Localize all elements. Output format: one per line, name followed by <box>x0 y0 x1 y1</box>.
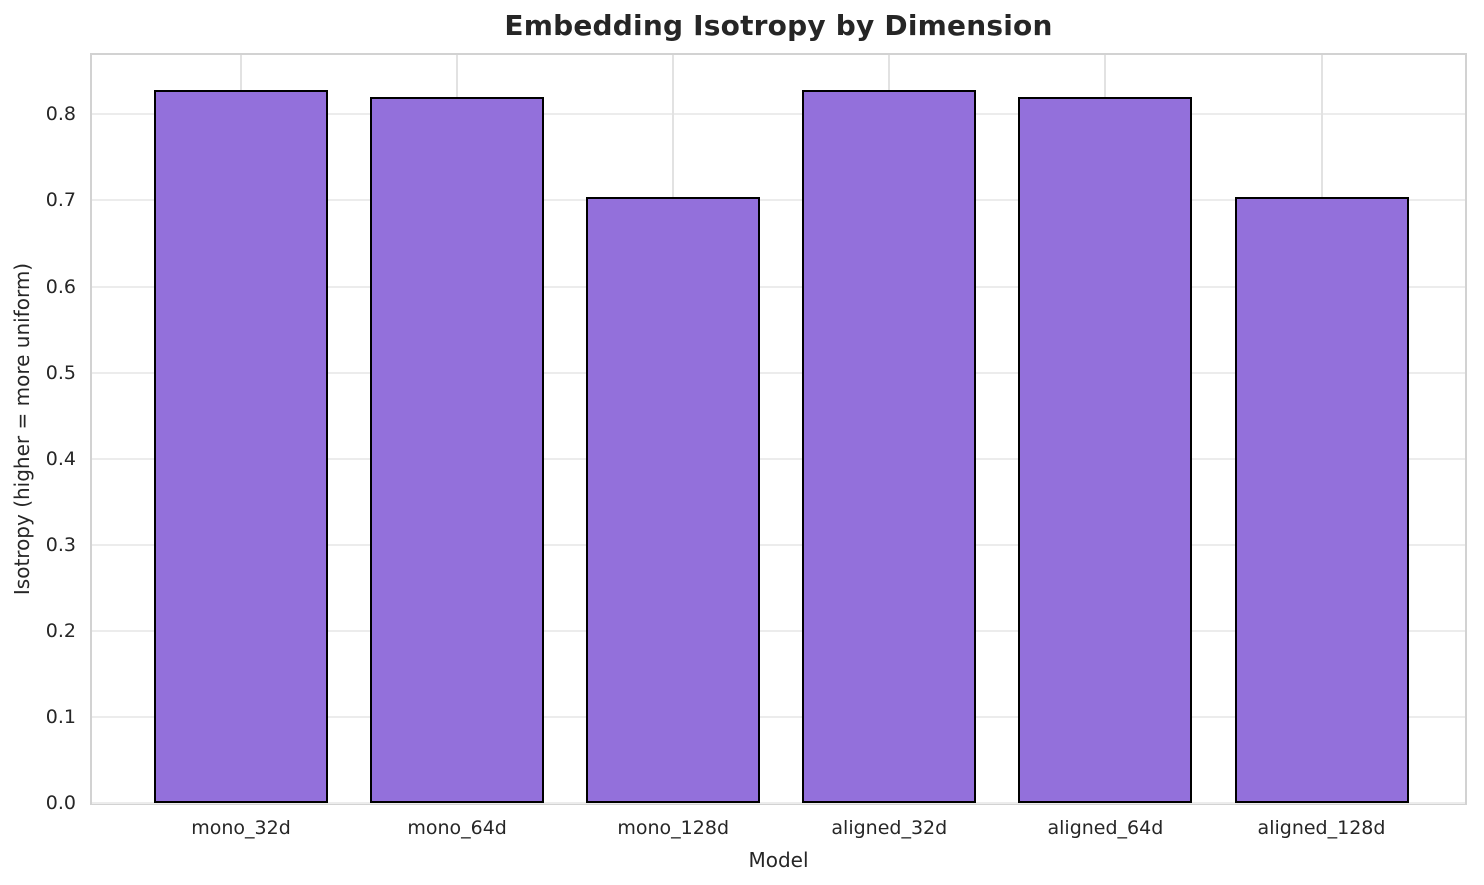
y-axis-label: Isotropy (higher = more uniform) <box>10 262 34 596</box>
bar-mono_128d <box>586 197 761 803</box>
y-axis-tick-labels: 0.0 0.1 0.2 0.3 0.4 0.5 0.6 0.7 0.8 <box>0 53 76 814</box>
y-gridline <box>92 285 1465 288</box>
x-tick-label: mono_128d <box>617 817 729 839</box>
bar-aligned_32d <box>802 90 977 803</box>
y-gridline <box>92 715 1465 718</box>
chart-title: Embedding Isotropy by Dimension <box>504 9 1053 42</box>
y-tick-label: 0.2 <box>45 619 76 642</box>
bar-mono_64d <box>370 97 545 803</box>
y-gridline <box>92 199 1465 202</box>
y-gridline <box>92 802 1465 804</box>
x-tick-label: aligned_64d <box>1047 817 1164 839</box>
x-tick-label: aligned_128d <box>1257 817 1386 839</box>
y-tick-label: 0.7 <box>45 189 76 212</box>
y-tick-label: 0.8 <box>45 103 76 126</box>
bar-aligned_64d <box>1018 97 1193 803</box>
x-tick-label: aligned_32d <box>831 817 948 839</box>
x-tick-label: mono_64d <box>407 817 507 839</box>
y-gridline <box>92 629 1465 632</box>
y-tick-label: 0.0 <box>45 792 76 814</box>
y-gridline <box>92 113 1465 116</box>
y-tick-label: 0.3 <box>45 533 76 556</box>
y-tick-label: 0.6 <box>45 275 76 298</box>
x-axis-tick-labels: mono_32d mono_64d mono_128d aligned_32d alig… <box>90 817 1467 843</box>
x-axis-label: Model <box>748 848 809 872</box>
x-tick-label: mono_32d <box>191 817 291 839</box>
y-tick-label: 0.4 <box>45 447 76 470</box>
y-gridline <box>92 371 1465 374</box>
y-gridline <box>92 457 1465 460</box>
plot-area <box>90 53 1467 805</box>
y-gridline <box>92 543 1465 546</box>
bar-mono_32d <box>154 90 328 803</box>
bar-aligned_128d <box>1234 197 1409 803</box>
y-tick-label: 0.5 <box>45 361 76 384</box>
y-tick-label: 0.1 <box>45 705 76 728</box>
